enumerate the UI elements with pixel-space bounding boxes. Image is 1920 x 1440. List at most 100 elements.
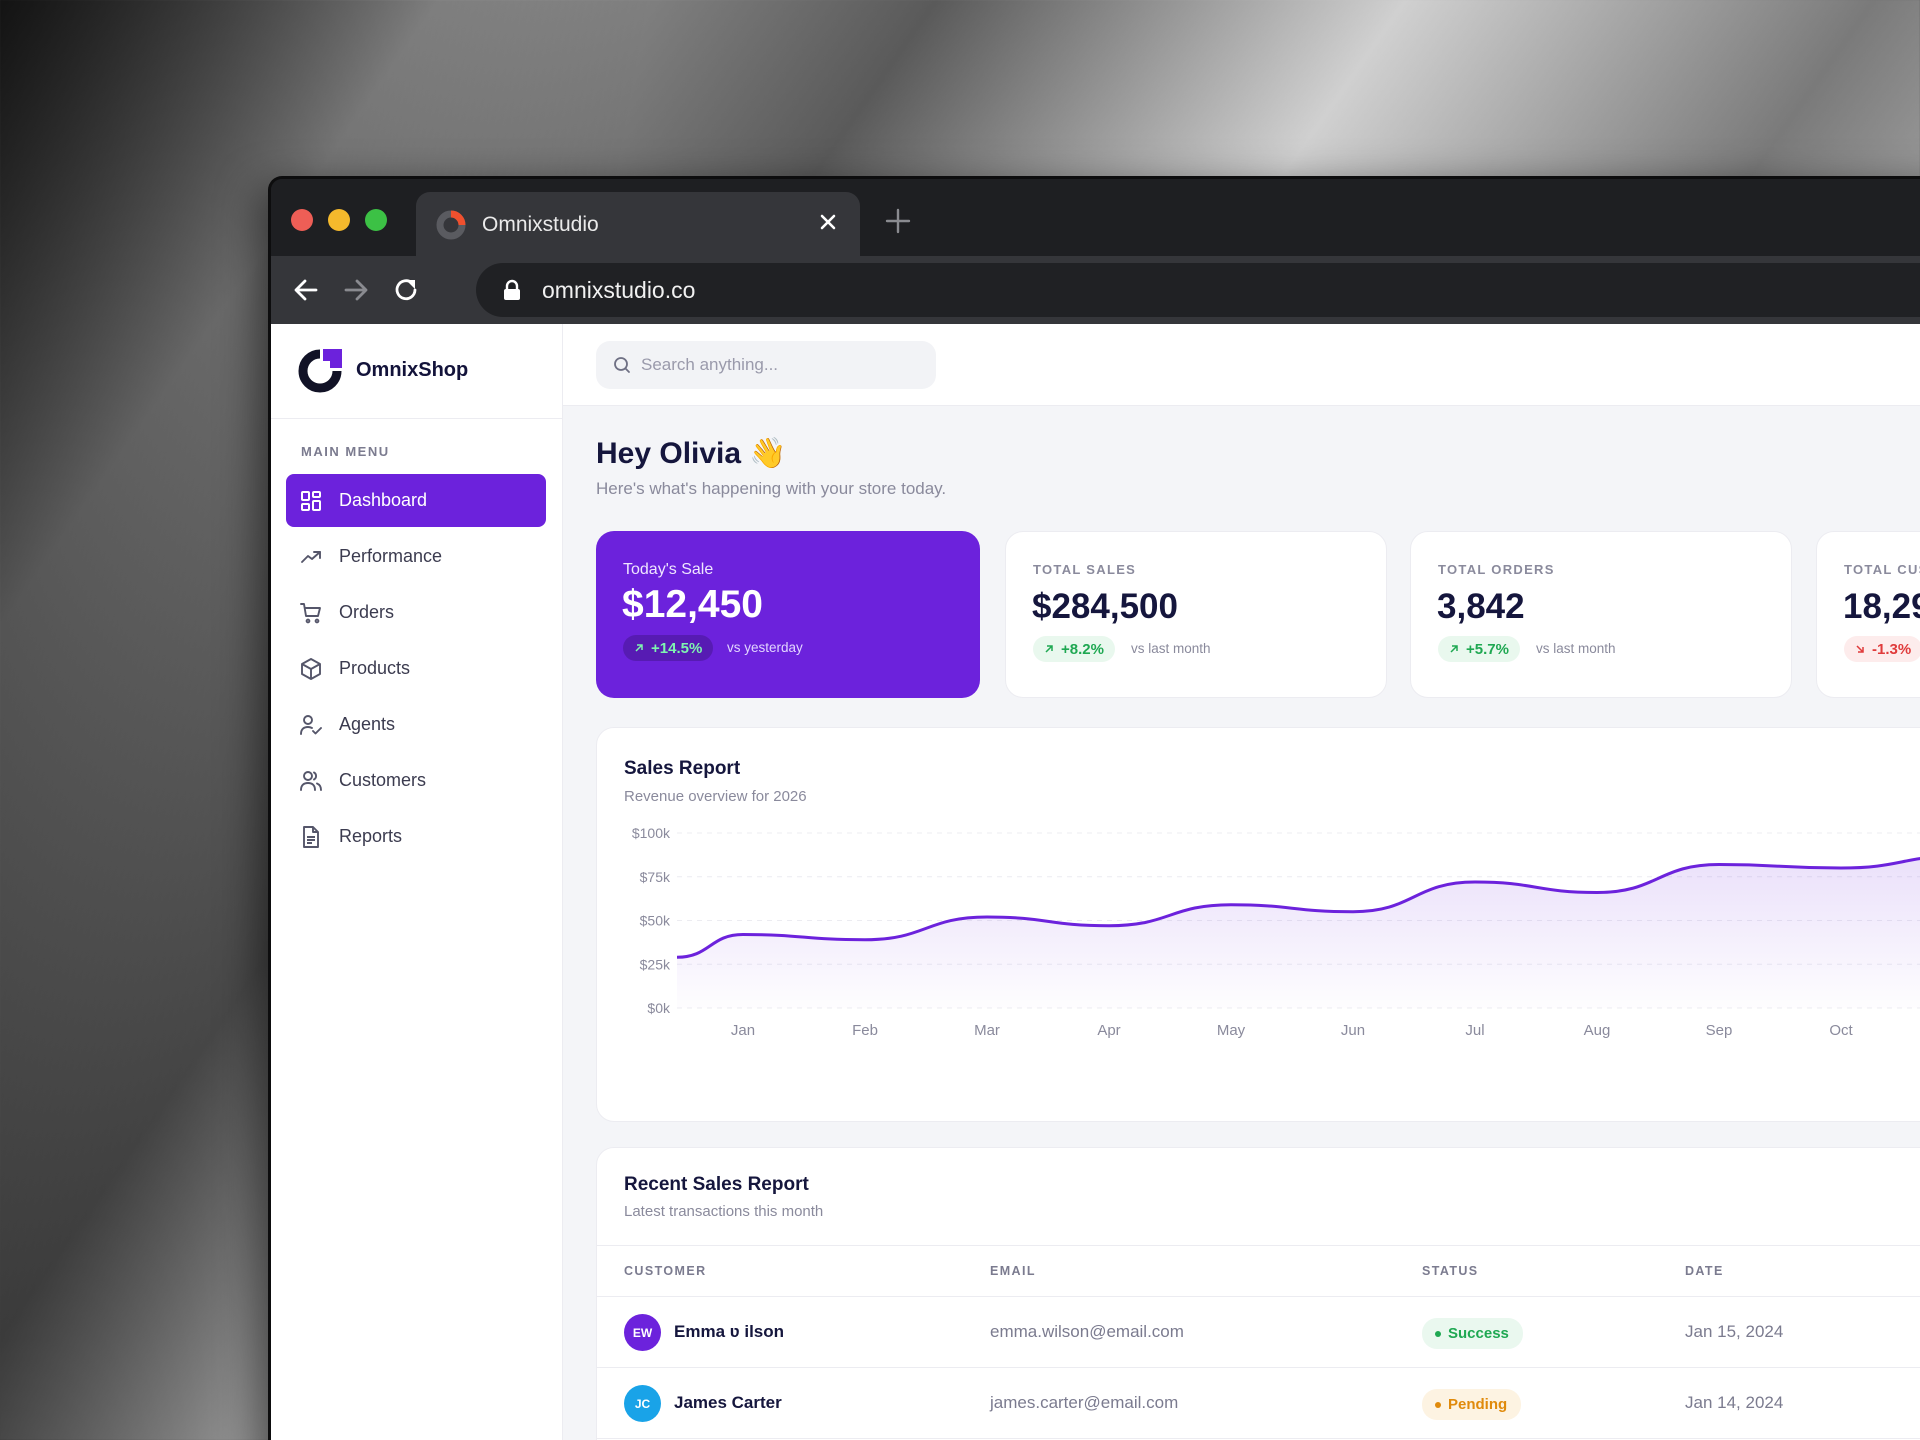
stat-change: +5.7% bbox=[1466, 640, 1509, 658]
order-date: Jan 14, 2024 bbox=[1685, 1393, 1784, 1412]
recent-sales-subtitle: Latest transactions this month bbox=[624, 1203, 824, 1220]
stat-card-total-customers[interactable]: TOTAL CUS 18,29 -1.3% bbox=[1816, 531, 1920, 698]
sales-report-panel: Sales Report Revenue overview for 2026 $… bbox=[596, 727, 1920, 1122]
column-header-date: DATE bbox=[1685, 1264, 1724, 1278]
document-icon bbox=[303, 826, 319, 848]
browser-tab[interactable]: Omnixstudio bbox=[416, 192, 860, 256]
brand-header: OmnixShop bbox=[271, 324, 562, 419]
customer-email: emma.wilson@email.com bbox=[990, 1322, 1184, 1341]
sidebar-item-orders[interactable]: Orders bbox=[286, 586, 546, 639]
sidebar-item-reports[interactable]: Reports bbox=[286, 810, 546, 863]
reload-icon[interactable] bbox=[389, 273, 423, 307]
chart-area bbox=[677, 858, 1920, 1008]
tab-bar: Omnixstudio bbox=[271, 179, 1920, 256]
y-tick-label: $25k bbox=[640, 956, 671, 972]
stat-change-badge: -1.3% bbox=[1844, 636, 1920, 662]
stat-change-badge: +8.2% bbox=[1033, 636, 1115, 662]
address-bar[interactable]: omnixstudio.co bbox=[476, 263, 1920, 317]
main-menu: Dashboard Performance Orders Products Ag… bbox=[286, 474, 546, 866]
table-header: CUSTOMER EMAIL STATUS DATE bbox=[597, 1245, 1920, 1297]
customer-name: James Carter bbox=[674, 1393, 782, 1412]
stat-change-badge: +5.7% bbox=[1438, 636, 1520, 662]
maximize-window-dot[interactable] bbox=[365, 209, 387, 231]
sidebar-item-customers[interactable]: Customers bbox=[286, 754, 546, 807]
back-arrow-icon[interactable] bbox=[289, 273, 323, 307]
recent-sales-panel: Recent Sales Report Latest transactions … bbox=[596, 1147, 1920, 1440]
stat-label: TOTAL SALES bbox=[1033, 562, 1137, 577]
sales-report-subtitle: Revenue overview for 2026 bbox=[624, 788, 807, 805]
stat-label: Today's Sale bbox=[623, 561, 714, 578]
sales-chart: $0k $25k $50k $75k $100k Jan Feb Mar Apr May Jun Ju… bbox=[632, 825, 1920, 1039]
stat-label: TOTAL ORDERS bbox=[1438, 562, 1555, 577]
url-text: omnixstudio.co bbox=[542, 277, 696, 303]
menu-title: MAIN MENU bbox=[301, 444, 390, 459]
chart-line bbox=[676, 857, 1920, 959]
order-date: Jan 15, 2024 bbox=[1685, 1322, 1784, 1341]
stat-change: +8.2% bbox=[1061, 640, 1104, 658]
stat-card-total-orders[interactable]: TOTAL ORDERS 3,842 +5.7% vs last month bbox=[1410, 531, 1792, 698]
arrow-up-right-icon bbox=[1045, 645, 1053, 653]
table-row[interactable]: JC James Carter james.carter@email.com P… bbox=[597, 1368, 1920, 1439]
stat-card-total-sales[interactable]: TOTAL SALES $284,500 +8.2% vs last month bbox=[1005, 531, 1387, 698]
sidebar-item-agents[interactable]: Agents bbox=[286, 698, 546, 751]
search-input[interactable]: Search anything... bbox=[596, 341, 936, 389]
new-tab-icon[interactable] bbox=[883, 206, 913, 236]
sidebar-item-label: Products bbox=[339, 658, 411, 678]
stat-value: $284,500 bbox=[1032, 587, 1178, 626]
lock-icon bbox=[504, 279, 520, 300]
greeting-subtitle: Here's what's happening with your store … bbox=[596, 479, 947, 498]
grid-icon bbox=[301, 491, 321, 511]
stat-change-badge: +14.5% bbox=[623, 635, 714, 661]
y-tick-label: $100k bbox=[632, 825, 671, 841]
y-tick-label: $50k bbox=[640, 913, 671, 929]
cart-icon bbox=[300, 603, 321, 624]
x-tick-label: Sep bbox=[1706, 1022, 1733, 1039]
brand-name: OmnixShop bbox=[356, 359, 469, 381]
x-tick-label: Oct bbox=[1829, 1022, 1853, 1039]
main-content: Search anything... Hey Olivia 👋 Here's w… bbox=[563, 324, 1920, 1440]
app-page: OmnixShop MAIN MENU Dashboard Performanc… bbox=[271, 324, 1920, 1440]
close-window-dot[interactable] bbox=[291, 209, 313, 231]
stat-label: TOTAL CUS bbox=[1844, 562, 1920, 577]
x-tick-label: Jun bbox=[1341, 1022, 1365, 1039]
stat-value: 18,29 bbox=[1843, 587, 1920, 626]
customer-email: james.carter@email.com bbox=[990, 1393, 1179, 1412]
x-tick-label: Jul bbox=[1465, 1022, 1484, 1039]
avatar: JC bbox=[624, 1385, 661, 1422]
sales-report-title: Sales Report bbox=[624, 758, 741, 779]
top-bar: Search anything... bbox=[563, 324, 1920, 406]
sidebar-item-label: Performance bbox=[339, 546, 443, 566]
sidebar: OmnixShop MAIN MENU Dashboard Performanc… bbox=[271, 324, 563, 1440]
minimize-window-dot[interactable] bbox=[328, 209, 350, 231]
avatar: EW bbox=[624, 1314, 661, 1351]
sidebar-item-label: Orders bbox=[339, 602, 395, 622]
box-icon bbox=[301, 658, 321, 680]
arrow-up-right-icon bbox=[635, 644, 643, 652]
y-tick-label: $0k bbox=[647, 1000, 671, 1016]
table-row[interactable]: EW Emma ʋ ilson emma.wilson@email.com Su… bbox=[597, 1297, 1920, 1368]
forward-arrow-icon[interactable] bbox=[339, 273, 373, 307]
stat-value: $12,450 bbox=[622, 583, 763, 626]
sidebar-item-products[interactable]: Products bbox=[286, 642, 546, 695]
search-icon bbox=[614, 357, 630, 373]
stat-card-todays-sale[interactable]: Today's Sale $12,450 +14.5% vs yesterday bbox=[596, 531, 980, 698]
x-tick-label: Feb bbox=[852, 1022, 878, 1039]
sidebar-item-performance[interactable]: Performance bbox=[286, 530, 546, 583]
stat-note: vs last month bbox=[1131, 641, 1211, 656]
x-tick-label: Jan bbox=[731, 1022, 755, 1039]
sidebar-item-label: Customers bbox=[339, 770, 427, 790]
tab-title: Omnixstudio bbox=[482, 213, 599, 236]
x-tick-label: Apr bbox=[1097, 1022, 1120, 1039]
brand-logo-icon bbox=[298, 349, 342, 393]
column-header-email: EMAIL bbox=[990, 1264, 1036, 1278]
navigation-bar: omnixstudio.co bbox=[271, 256, 1920, 324]
column-header-customer: CUSTOMER bbox=[624, 1264, 707, 1278]
stat-note: vs last month bbox=[1536, 641, 1616, 656]
search-placeholder: Search anything... bbox=[641, 355, 779, 374]
close-tab-icon[interactable] bbox=[814, 208, 842, 236]
users-icon bbox=[300, 771, 322, 791]
y-tick-label: $75k bbox=[640, 869, 671, 885]
site-favicon-icon bbox=[436, 210, 466, 240]
column-header-status: STATUS bbox=[1422, 1264, 1479, 1278]
sidebar-item-dashboard[interactable]: Dashboard bbox=[286, 474, 546, 527]
